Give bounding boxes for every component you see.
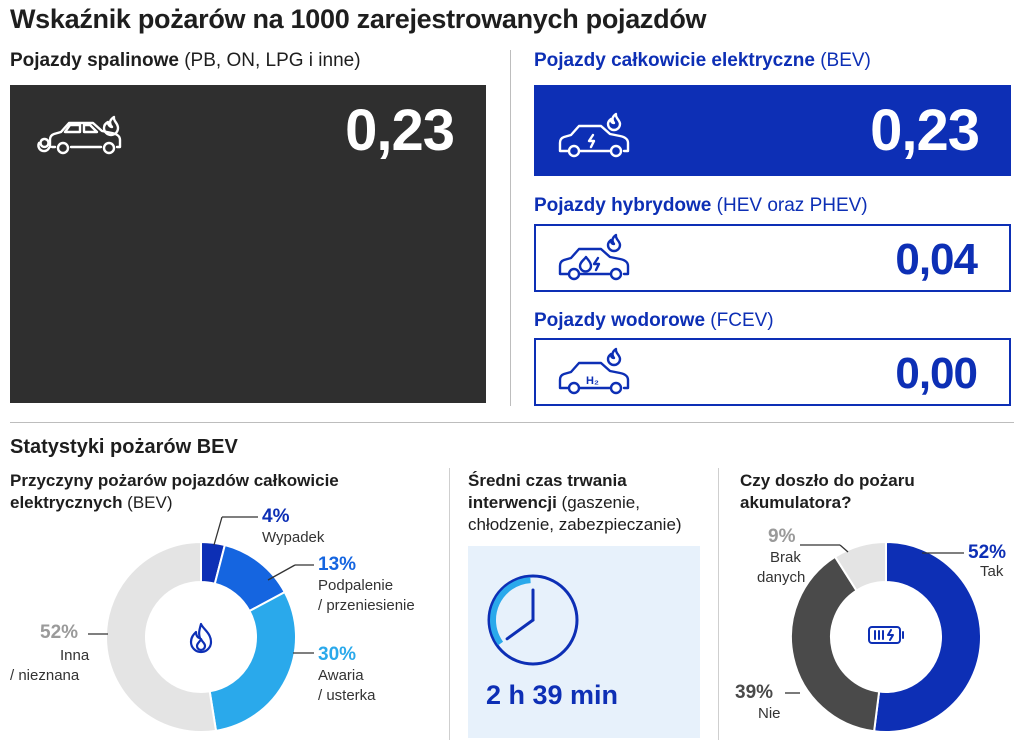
- flame-icon: [189, 622, 213, 654]
- battery-nodata-label-1: Brak: [770, 549, 801, 566]
- duration-box: 2 h 39 min: [468, 546, 700, 738]
- clock-face: [487, 574, 579, 666]
- clock-minute-hand: [505, 618, 535, 641]
- battery-yes-label: Tak: [980, 563, 1004, 580]
- cause-arson-pct: 13%: [318, 554, 357, 575]
- duration-title-rest-2: chłodzenie, zabezpieczanie): [468, 515, 682, 534]
- duration-title-rest-1: (gaszenie,: [556, 493, 640, 512]
- fcev-label-bold: Pojazdy wodorowe: [534, 310, 706, 331]
- battery-nodata-label-2: danych: [757, 569, 806, 586]
- leader-arson: [267, 564, 296, 581]
- causes-title-rest: (BEV): [122, 493, 173, 512]
- ice-label-rest: (PB, ON, LPG i inne): [178, 50, 361, 71]
- bev-label-rest: (BEV): [814, 50, 871, 71]
- combustion-car-icon: [37, 115, 122, 155]
- battery-title: Czy doszło do pożaru akumulatora?: [740, 470, 1010, 514]
- bev-label-bold: Pojazdy całkowicie elektryczne: [534, 50, 815, 71]
- cause-accident-pct: 4%: [262, 506, 290, 527]
- fcev-label: Pojazdy wodorowe (FCEV): [534, 310, 774, 332]
- causes-slice-2: [208, 590, 297, 732]
- causes-title-bold-1: Przyczyny pożarów pojazdów całkowicie: [10, 471, 339, 490]
- battery-title-2: akumulatora?: [740, 493, 852, 512]
- cause-failure-label-1: Awaria: [318, 667, 364, 684]
- hybrid-car-icon: [558, 233, 630, 281]
- duration-title-bold-1: Średni czas trwania: [468, 471, 627, 490]
- fcev-card: H₂ 0,00: [534, 338, 1011, 406]
- hev-label-rest: (HEV oraz PHEV): [711, 195, 868, 216]
- causes-slice-3: [105, 540, 218, 733]
- duration-value: 2 h 39 min: [486, 680, 619, 710]
- battery-slice-1: [790, 555, 881, 733]
- fcev-label-rest: (FCEV): [705, 310, 774, 331]
- bev-card: 0,23: [534, 85, 1011, 176]
- clock-icon: [487, 574, 579, 666]
- duration-title-bold-2: interwencji: [468, 493, 557, 512]
- ice-card: 0,23: [10, 85, 486, 403]
- hev-value: 0,04: [895, 235, 978, 284]
- battery-title-1: Czy doszło do pożaru: [740, 471, 915, 490]
- cause-other-label-1: Inna: [60, 647, 90, 664]
- page-title: Wskaźnik pożarów na 1000 zarejestrowanyc…: [10, 4, 707, 34]
- battery-no-pct: 39%: [735, 682, 774, 703]
- stats-title: Statystyki pożarów BEV: [10, 436, 238, 458]
- horizontal-divider: [10, 422, 1014, 423]
- cause-arson-label-1: Podpalenie: [318, 577, 394, 594]
- cause-other-label-2: / nieznana: [10, 667, 80, 684]
- battery-no-label: Nie: [758, 705, 781, 722]
- hev-label: Pojazdy hybrydowe (HEV oraz PHEV): [534, 195, 868, 217]
- cause-accident-label: Wypadek: [262, 529, 325, 546]
- vertical-divider: [510, 50, 511, 406]
- causes-title-bold-2: elektrycznych: [10, 493, 123, 512]
- ice-value: 0,23: [345, 98, 455, 163]
- battery-slice-0: [872, 540, 982, 733]
- battery-nodata-pct: 9%: [768, 526, 796, 547]
- bev-label: Pojazdy całkowicie elektryczne (BEV): [534, 50, 871, 72]
- hydrogen-badge: H₂: [586, 375, 599, 387]
- battery-slice-2: [833, 540, 887, 592]
- electric-car-icon: [558, 112, 630, 158]
- leader-nodata-b: [839, 544, 849, 553]
- hydrogen-car-icon: H₂: [558, 347, 630, 395]
- cause-failure-label-2: / usterka: [318, 687, 376, 704]
- hev-card: 0,04: [534, 224, 1011, 292]
- fcev-value: 0,00: [895, 349, 978, 398]
- column-divider-2: [718, 468, 719, 740]
- ice-label: Pojazdy spalinowe (PB, ON, LPG i inne): [10, 50, 361, 72]
- duration-title: Średni czas trwania interwencji (gaszeni…: [468, 470, 708, 536]
- ice-label-bold: Pojazdy spalinowe: [10, 50, 179, 71]
- bev-value: 0,23: [870, 98, 980, 163]
- cause-failure-pct: 30%: [318, 644, 357, 665]
- hev-label-bold: Pojazdy hybrydowe: [534, 195, 712, 216]
- clock-progress: [490, 577, 531, 646]
- leader-accident: [213, 516, 223, 546]
- cause-arson-label-2: / przeniesienie: [318, 597, 415, 614]
- battery-icon: [868, 626, 904, 644]
- causes-title: Przyczyny pożarów pojazdów całkowicie el…: [10, 470, 440, 514]
- cause-other-pct: 52%: [40, 622, 79, 643]
- column-divider-1: [449, 468, 450, 740]
- battery-yes-pct: 52%: [968, 542, 1007, 563]
